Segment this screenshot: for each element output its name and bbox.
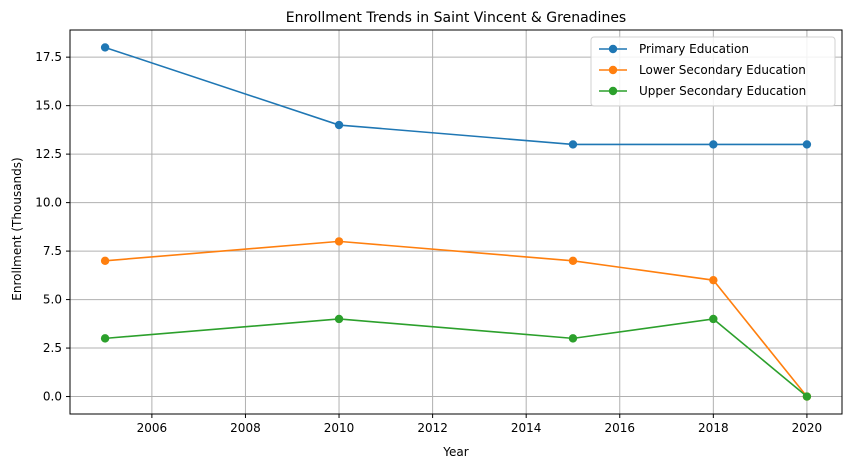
data-point	[100, 334, 110, 343]
legend-marker	[608, 65, 618, 75]
y-tick-label: 0.0	[43, 390, 62, 404]
y-tick-label: 7.5	[43, 244, 62, 258]
data-point	[334, 314, 344, 324]
x-tick-label: 2010	[324, 421, 355, 435]
legend-marker	[608, 44, 618, 54]
data-point	[568, 334, 578, 343]
axes-frame	[69, 29, 843, 415]
legend-box	[590, 36, 836, 107]
data-point	[334, 237, 344, 246]
x-tick-label: 2006	[137, 421, 168, 435]
y-tick-label: 12.5	[35, 147, 62, 161]
y-tick-label: 15.0	[35, 99, 62, 113]
x-tick-label: 2008	[230, 421, 261, 435]
data-point	[334, 120, 344, 130]
x-axis-title: Year	[442, 445, 468, 459]
x-tick-label: 2018	[698, 421, 729, 435]
x-tick-label: 2016	[604, 421, 635, 435]
data-point	[709, 140, 718, 149]
x-tick-label: 2012	[417, 421, 448, 435]
data-point	[100, 256, 110, 265]
data-point	[568, 140, 578, 149]
y-tick-label: 10.0	[35, 196, 62, 210]
x-tick-label: 2020	[792, 421, 823, 435]
chart-title: Enrollment Trends in Saint Vincent & Gre…	[286, 10, 626, 26]
data-point	[709, 275, 718, 285]
data-point	[802, 140, 812, 149]
data-point	[709, 314, 718, 324]
y-tick-label: 2.5	[43, 341, 62, 355]
legend-label: Primary Education	[639, 42, 749, 56]
x-tick-label: 2014	[511, 421, 542, 435]
legend-label: Lower Secondary Education	[639, 63, 806, 77]
y-tick-label: 5.0	[43, 293, 62, 307]
data-point	[100, 43, 110, 52]
plot-area: 2006 2008 2010 2012 2014 2016 2018 2020 0.0 2.5 5.…	[35, 29, 843, 435]
data-point	[568, 256, 578, 265]
y-tick-label: 17.5	[35, 50, 62, 64]
legend-marker	[608, 86, 618, 96]
data-point	[802, 392, 812, 401]
y-axis-title: Enrollment (Thousands)	[10, 157, 24, 300]
legend-label: Upper Secondary Education	[639, 84, 806, 98]
